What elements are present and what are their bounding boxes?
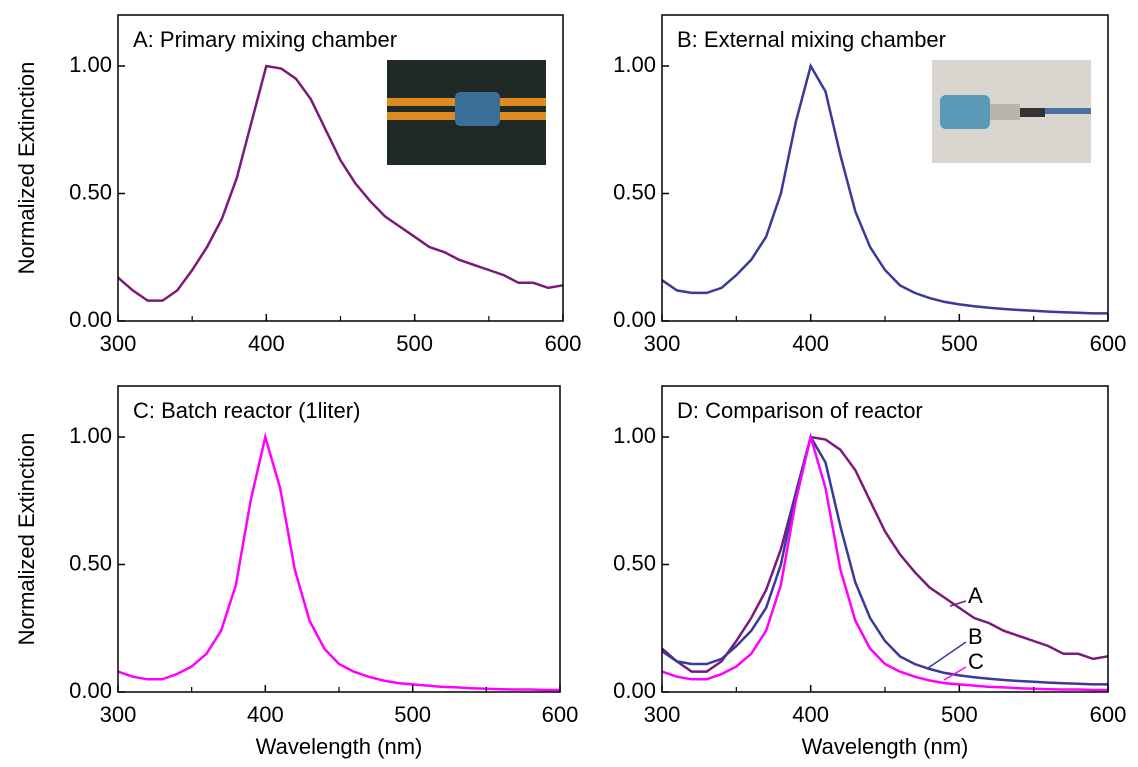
x-tick-label: 400 [792, 331, 829, 356]
panel: 300 400 500 600 0.00 0.50 1.00 B: External mixi… [613, 14, 1127, 356]
y-axis-label: Normalized Extinction [14, 62, 39, 275]
x-tick-label: 500 [396, 331, 433, 356]
y-tick-label: 0.50 [613, 550, 656, 575]
y-tick-label: 0.00 [69, 678, 112, 703]
x-tick-label: 600 [545, 331, 582, 356]
x-tick-label: 300 [644, 702, 681, 727]
x-tick-label: 600 [1090, 331, 1127, 356]
series-label: A [968, 583, 983, 608]
data-line [661, 433, 1108, 686]
label-leader [927, 641, 967, 669]
x-tick-label: 500 [941, 331, 978, 356]
x-tick-label: 300 [100, 331, 137, 356]
panel: ABC 300 400 500 600 0.00 0.50 1.00 D: Comparison… [613, 385, 1127, 759]
x-tick-label: 600 [542, 702, 579, 727]
x-tick-label: 600 [1090, 702, 1127, 727]
y-tick-label: 1.00 [69, 423, 112, 448]
series-label: C [968, 649, 984, 674]
y-tick-label: 1.00 [613, 423, 656, 448]
label-leader [949, 600, 967, 607]
plot-frame [117, 385, 561, 693]
panel-title: A: Primary mixing chamber [133, 27, 397, 52]
data-line [117, 432, 560, 692]
data-line [661, 435, 1109, 673]
x-tick-label: 300 [100, 702, 137, 727]
x-tick-label: 500 [941, 702, 978, 727]
y-tick-label: 0.00 [613, 307, 656, 332]
y-tick-label: 0.50 [613, 179, 656, 204]
inset-photo-a [387, 60, 546, 165]
series-label: B [968, 624, 983, 649]
y-tick-label: 0.50 [69, 550, 112, 575]
x-axis-label: Wavelength (nm) [802, 734, 969, 759]
inset-photo-b [932, 60, 1091, 163]
x-tick-label: 500 [394, 702, 431, 727]
x-tick-label: 300 [644, 331, 681, 356]
y-tick-label: 1.00 [69, 52, 112, 77]
panel-title: C: Batch reactor (1liter) [133, 398, 360, 423]
data-line [117, 64, 564, 302]
y-tick-label: 0.50 [69, 179, 112, 204]
panel: 300 400 500 600 0.00 0.50 1.00 A: Primary mixin… [14, 14, 582, 356]
plot-frame [661, 385, 1109, 693]
x-tick-label: 400 [248, 331, 285, 356]
y-tick-label: 0.00 [69, 307, 112, 332]
panel-title: B: External mixing chamber [677, 27, 946, 52]
panel: 300 400 500 600 0.00 0.50 1.00 C: Batch reactor… [14, 385, 579, 759]
x-tick-label: 400 [792, 702, 829, 727]
y-tick-label: 0.00 [613, 678, 656, 703]
label-leader [943, 666, 967, 681]
y-axis-label: Normalized Extinction [14, 433, 39, 646]
x-axis-label: Wavelength (nm) [256, 734, 423, 759]
x-tick-label: 400 [247, 702, 284, 727]
data-line [661, 62, 1108, 315]
y-tick-label: 1.00 [613, 52, 656, 77]
panel-title: D: Comparison of reactor [677, 398, 923, 423]
